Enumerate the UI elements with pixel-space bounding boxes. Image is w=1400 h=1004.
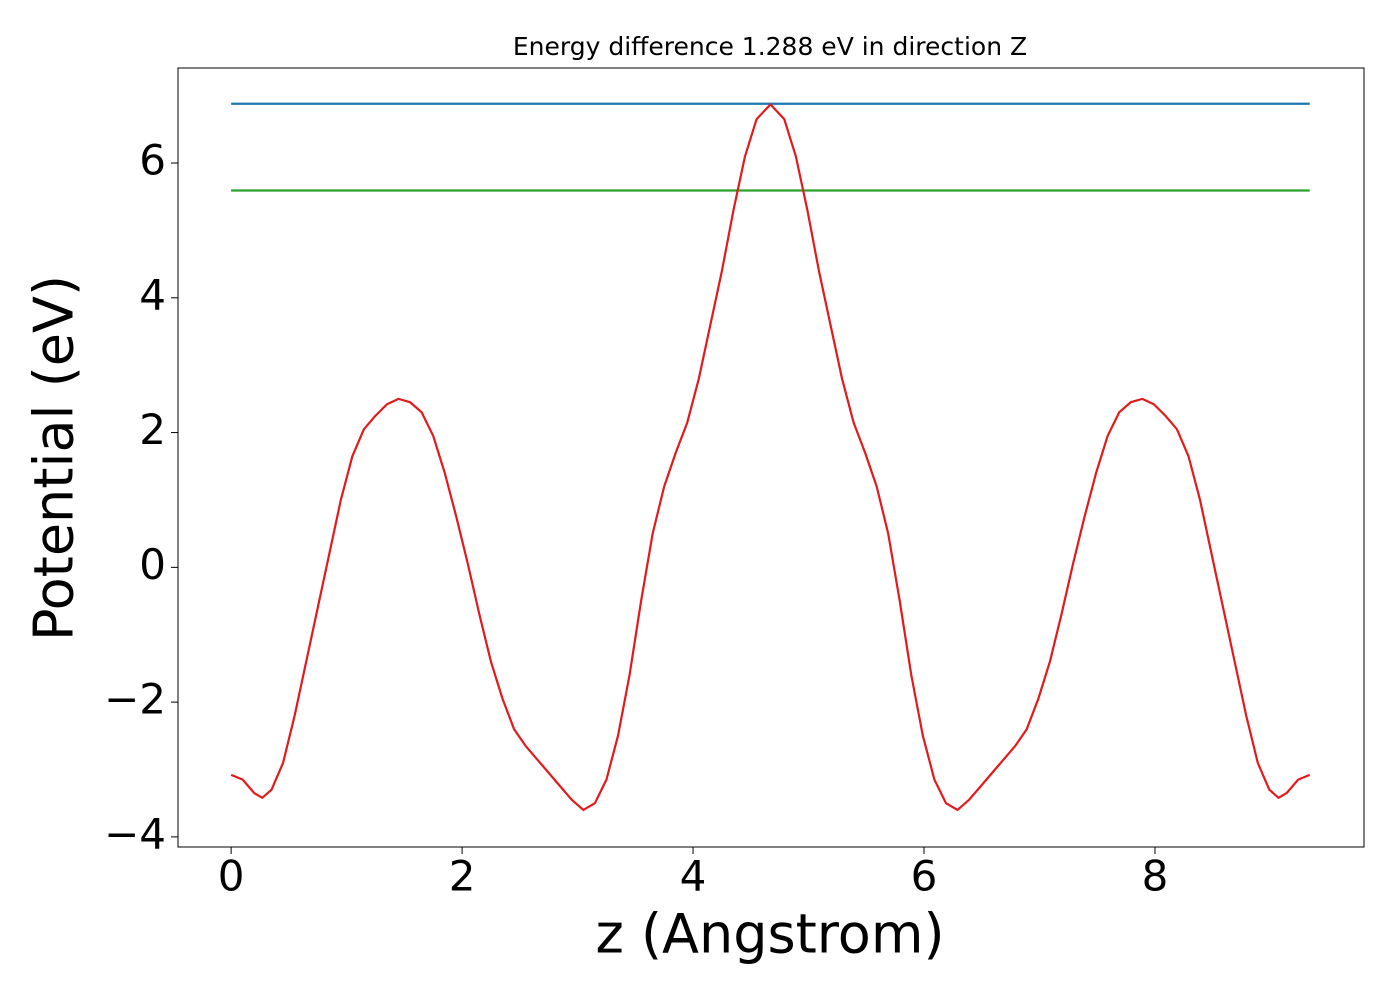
y-tick-label: −2 [104,675,166,724]
y-tick-label: 4 [139,270,166,319]
x-tick-label: 6 [911,852,938,901]
x-tick-label: 0 [218,852,245,901]
y-tick-label: 0 [139,540,166,589]
axes-frame [177,67,1365,848]
x-tick-label: 2 [449,852,476,901]
x-tick-label: 8 [1142,852,1169,901]
chart-title: Energy difference 1.288 eV in direction … [513,32,1027,61]
y-tick-label: 6 [139,136,166,185]
x-axis-label: z (Angstrom) [595,903,944,966]
x-tick-label: 4 [680,852,707,901]
series-line [230,103,1311,812]
plot-area: 0 2 4 6 8 −4 −2 0 2 4 6 [104,67,1365,901]
y-tick-label: 2 [139,405,166,454]
y-axis-label: Potential (eV) [23,275,86,641]
y-tick-label: −4 [104,809,166,858]
